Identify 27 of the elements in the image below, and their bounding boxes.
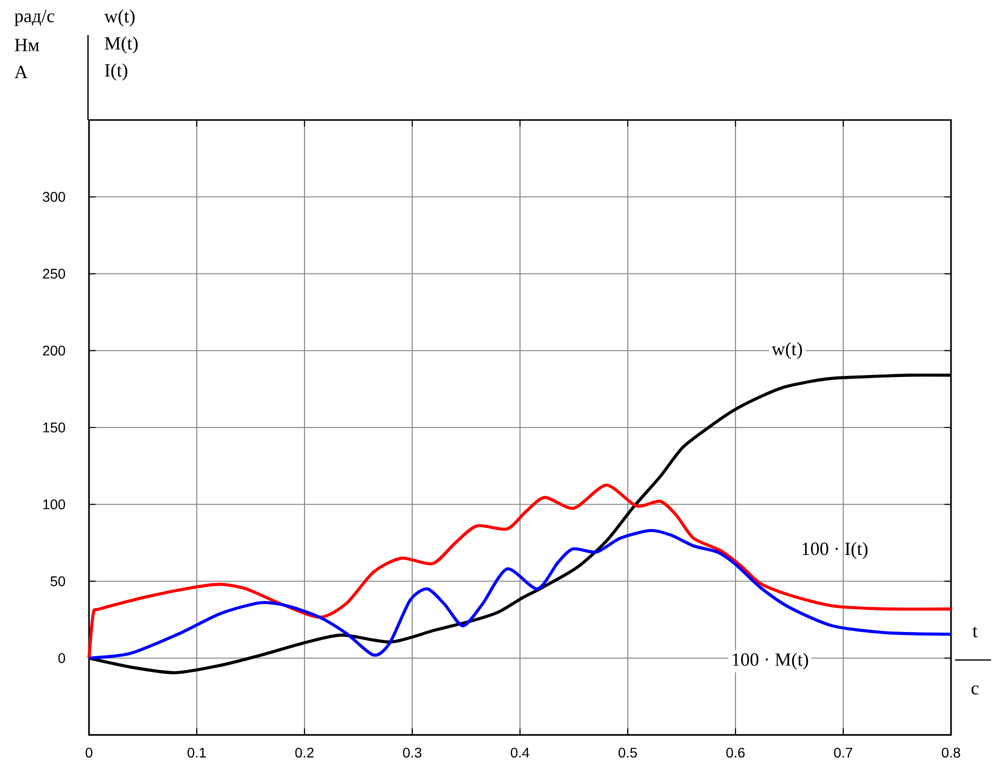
x-axis-title: t <box>972 626 978 638</box>
series-label: 100 · M(t) <box>732 652 808 670</box>
x-tick-label: 0.5 <box>618 748 637 758</box>
y-tick-label: 200 <box>42 346 66 356</box>
x-tick-label: 0.7 <box>834 748 852 758</box>
x-tick-label: 0.8 <box>942 748 960 758</box>
text: M(t) <box>104 36 138 54</box>
x-tick-label: 0.1 <box>188 748 206 758</box>
y-tick-label: 100 <box>43 499 66 510</box>
text: w(t) <box>104 10 135 26</box>
x-tick-label: 0.3 <box>403 748 422 758</box>
text: c <box>972 685 979 694</box>
text: рад/с <box>14 10 54 26</box>
series-label: w(t) <box>772 342 802 360</box>
text: I(t) <box>104 64 128 80</box>
y-tick-label: 150 <box>43 422 66 432</box>
text: Нм <box>14 38 40 52</box>
y-tick-label: 300 <box>42 192 66 202</box>
x-tick-label: 0.2 <box>295 748 314 758</box>
text: А <box>14 66 28 78</box>
x-tick-label: 0.6 <box>726 748 745 758</box>
y-tick-label: 250 <box>42 268 66 279</box>
x-tick-label: 0.4 <box>510 748 530 758</box>
y-tick-label: 50 <box>50 576 66 586</box>
text: 100 · I(t) <box>802 542 868 559</box>
x-tick-label: 0 <box>86 748 92 758</box>
y-tick-label: 0 <box>58 653 66 664</box>
